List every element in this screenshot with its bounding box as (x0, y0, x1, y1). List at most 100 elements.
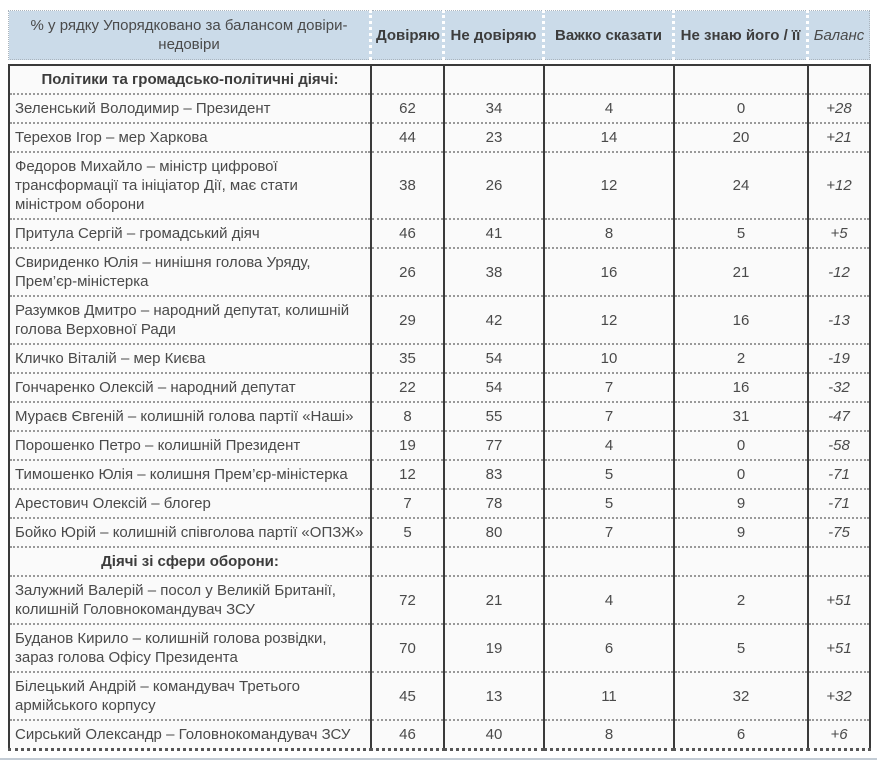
cell-trust: 70 (370, 623, 444, 672)
person-name: Залужний Валерій – посол у Великій Брита… (9, 575, 371, 624)
cell-balance: -71 (807, 488, 870, 518)
empty-cell (443, 65, 544, 94)
cell-hard-to-say: 5 (543, 488, 674, 518)
person-name: Тимошенко Юлія – колишня Прем’єр-міністе… (9, 459, 371, 489)
cell-dont-know: 16 (673, 372, 808, 402)
cell-trust: 46 (370, 218, 444, 248)
trust-table-body: Політики та громадсько-політичні діячі: … (8, 64, 871, 751)
table-row: Буданов Кирило – колишній голова розвідк… (9, 623, 870, 672)
cell-hard-to-say: 6 (543, 623, 674, 672)
cell-distrust: 80 (443, 517, 544, 547)
cell-balance: +51 (807, 623, 870, 672)
table-row: Сирський Олександр – Головнокомандувач З… (9, 719, 870, 750)
header-row: % у рядку Упорядковано за балансом довір… (8, 10, 870, 60)
cell-dont-know: 0 (673, 459, 808, 489)
cell-dont-know: 9 (673, 488, 808, 518)
cell-distrust: 55 (443, 401, 544, 431)
person-name: Притула Сергій – громадський діяч (9, 218, 371, 248)
cell-dont-know: 9 (673, 517, 808, 547)
cell-trust: 72 (370, 575, 444, 624)
cell-dont-know: 5 (673, 218, 808, 248)
cell-hard-to-say: 16 (543, 247, 674, 296)
cell-dont-know: 16 (673, 295, 808, 344)
person-name: Білецький Андрій – командувач Третього а… (9, 671, 371, 720)
col-header-distrust: Не довіряю (442, 10, 544, 60)
cell-trust: 62 (370, 93, 444, 123)
table-body-rows: Політики та громадсько-політичні діячі: … (9, 65, 870, 750)
cell-balance: -13 (807, 295, 870, 344)
table-header: % у рядку Упорядковано за балансом довір… (8, 10, 870, 60)
cell-hard-to-say: 8 (543, 719, 674, 750)
cell-hard-to-say: 12 (543, 151, 674, 219)
cell-hard-to-say: 4 (543, 430, 674, 460)
cell-hard-to-say: 12 (543, 295, 674, 344)
col-header-trust: Довіряю (369, 10, 444, 60)
cell-hard-to-say: 4 (543, 93, 674, 123)
cell-dont-know: 24 (673, 151, 808, 219)
cell-trust: 26 (370, 247, 444, 296)
cell-hard-to-say: 5 (543, 459, 674, 489)
section-row: Діячі зі сфери оборони: (9, 546, 870, 576)
empty-cell (543, 65, 674, 94)
cell-dont-know: 21 (673, 247, 808, 296)
person-name: Кличко Віталій – мер Києва (9, 343, 371, 373)
cell-distrust: 19 (443, 623, 544, 672)
table-row: Свириденко Юлія – нинішня голова Уряду, … (9, 247, 870, 296)
table-row: Мураєв Євгеній – колишній голова партії … (9, 401, 870, 431)
cell-balance: +6 (807, 719, 870, 750)
cell-balance: -19 (807, 343, 870, 373)
cell-distrust: 78 (443, 488, 544, 518)
table-row: Бойко Юрій – колишній співголова партії … (9, 517, 870, 547)
person-name: Свириденко Юлія – нинішня голова Уряду, … (9, 247, 371, 296)
cell-trust: 38 (370, 151, 444, 219)
section-title: Політики та громадсько-політичні діячі: (9, 65, 371, 94)
empty-cell (673, 65, 808, 94)
empty-cell (543, 546, 674, 576)
cell-hard-to-say: 14 (543, 122, 674, 152)
table-row: Терехов Ігор – мер Харкова 44 23 14 20 +… (9, 122, 870, 152)
table-row: Федоров Михайло – міністр цифрової транс… (9, 151, 870, 219)
col-header-balance: Баланс (806, 10, 870, 60)
table-row: Залужний Валерій – посол у Великій Брита… (9, 575, 870, 624)
cell-balance: +12 (807, 151, 870, 219)
table-row: Кличко Віталій – мер Києва 35 54 10 2 -1… (9, 343, 870, 373)
col-header-dont-know: Не знаю його / її (672, 10, 808, 60)
table-row: Білецький Андрій – командувач Третього а… (9, 671, 870, 720)
cell-trust: 29 (370, 295, 444, 344)
cell-hard-to-say: 7 (543, 517, 674, 547)
cell-distrust: 54 (443, 343, 544, 373)
section-title: Діячі зі сфери оборони: (9, 546, 371, 576)
person-name: Арестович Олексій – блогер (9, 488, 371, 518)
cell-trust: 12 (370, 459, 444, 489)
section-row: Політики та громадсько-політичні діячі: (9, 65, 870, 94)
col-header-hard-to-say: Важко сказати (542, 10, 674, 60)
cell-distrust: 13 (443, 671, 544, 720)
cell-dont-know: 31 (673, 401, 808, 431)
bottom-divider (0, 758, 877, 760)
cell-distrust: 38 (443, 247, 544, 296)
person-name: Гончаренко Олексій – народний депутат (9, 372, 371, 402)
cell-dont-know: 0 (673, 93, 808, 123)
cell-balance: -47 (807, 401, 870, 431)
table-row: Зеленський Володимир – Президент 62 34 4… (9, 93, 870, 123)
empty-cell (807, 65, 870, 94)
cell-trust: 35 (370, 343, 444, 373)
person-name: Федоров Михайло – міністр цифрової транс… (9, 151, 371, 219)
empty-cell (370, 546, 444, 576)
empty-cell (443, 546, 544, 576)
person-name: Мураєв Євгеній – колишній голова партії … (9, 401, 371, 431)
cell-hard-to-say: 7 (543, 372, 674, 402)
cell-trust: 44 (370, 122, 444, 152)
cell-hard-to-say: 8 (543, 218, 674, 248)
empty-cell (807, 546, 870, 576)
cell-hard-to-say: 7 (543, 401, 674, 431)
cell-trust: 7 (370, 488, 444, 518)
cell-trust: 22 (370, 372, 444, 402)
cell-distrust: 41 (443, 218, 544, 248)
table-row: Разумков Дмитро – народний депутат, коли… (9, 295, 870, 344)
cell-balance: -12 (807, 247, 870, 296)
cell-balance: -32 (807, 372, 870, 402)
cell-trust: 19 (370, 430, 444, 460)
cell-balance: +32 (807, 671, 870, 720)
